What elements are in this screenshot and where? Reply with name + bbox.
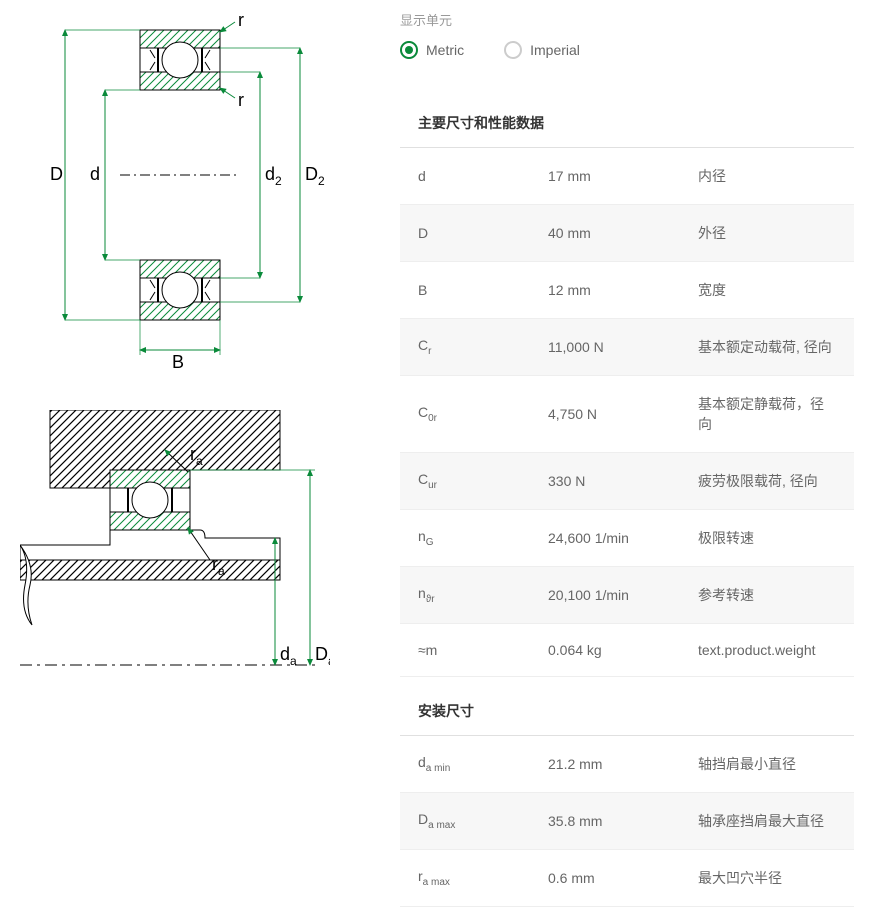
data-row: B12 mm宽度	[400, 262, 854, 319]
row-description: 宽度	[698, 280, 836, 300]
dim-d-label: d	[90, 164, 100, 184]
row-symbol: nϑr	[418, 585, 548, 605]
row-symbol: D	[418, 225, 548, 241]
data-row: nϑr20,100 1/min参考转速	[400, 567, 854, 624]
svg-text:D2: D2	[305, 164, 325, 188]
row-description: 极限转速	[698, 528, 836, 548]
dim-D-label: D	[50, 164, 63, 184]
section-title: 安装尺寸	[400, 687, 854, 736]
row-symbol: C0r	[418, 404, 548, 424]
row-description: 基本额定动载荷, 径向	[698, 337, 836, 357]
row-description: 内径	[698, 166, 836, 186]
row-value: 0.064 kg	[548, 642, 698, 658]
row-value: 17 mm	[548, 168, 698, 184]
row-description: 外径	[698, 223, 836, 243]
row-description: 最大凹穴半径	[698, 868, 836, 888]
row-value: 21.2 mm	[548, 756, 698, 772]
svg-text:da: da	[280, 644, 297, 668]
radio-metric[interactable]: Metric	[400, 41, 464, 59]
section-title: 主要尺寸和性能数据	[400, 99, 854, 148]
radio-metric-label: Metric	[426, 42, 464, 58]
row-description: 参考转速	[698, 585, 836, 605]
row-description: 轴挡肩最小直径	[698, 754, 836, 774]
radio-icon	[400, 41, 418, 59]
svg-text:B: B	[172, 352, 184, 370]
row-description: 疲劳极限载荷, 径向	[698, 471, 836, 491]
data-row: nG24,600 1/min极限转速	[400, 510, 854, 567]
row-value: 20,100 1/min	[548, 587, 698, 603]
row-symbol: Cr	[418, 337, 548, 357]
radio-imperial[interactable]: Imperial	[504, 41, 580, 59]
row-value: 330 N	[548, 473, 698, 489]
row-value: 12 mm	[548, 282, 698, 298]
row-value: 4,750 N	[548, 406, 698, 422]
row-description: 基本额定静载荷，径向	[698, 394, 836, 434]
radio-imperial-label: Imperial	[530, 42, 580, 58]
row-value: 0.6 mm	[548, 870, 698, 886]
data-row: ra max0.6 mm最大凹穴半径	[400, 850, 854, 907]
svg-text:Da: Da	[315, 644, 330, 668]
data-row: Da max35.8 mm轴承座挡肩最大直径	[400, 793, 854, 850]
bearing-cross-section-diagram: D d d2 D2 r r B	[20, 10, 350, 370]
unit-radio-group: Metric Imperial	[400, 41, 854, 59]
svg-text:r: r	[238, 90, 244, 110]
row-symbol: B	[418, 282, 548, 298]
data-row: Cr11,000 N基本额定动载荷, 径向	[400, 319, 854, 376]
row-value: 40 mm	[548, 225, 698, 241]
data-row: Cur330 N疲劳极限载荷, 径向	[400, 453, 854, 510]
row-symbol: ra max	[418, 868, 548, 888]
svg-text:d2: d2	[265, 164, 282, 188]
unit-section-label: 显示单元	[400, 10, 854, 29]
bearing-mounting-diagram: ra ra da Da	[20, 410, 350, 710]
row-symbol: Cur	[418, 471, 548, 491]
row-symbol: ≈m	[418, 642, 548, 658]
row-symbol: Da max	[418, 811, 548, 831]
svg-text:r: r	[238, 10, 244, 30]
data-row: D40 mm外径	[400, 205, 854, 262]
radio-icon	[504, 41, 522, 59]
row-value: 11,000 N	[548, 339, 698, 355]
row-symbol: d	[418, 168, 548, 184]
data-row: d17 mm内径	[400, 148, 854, 205]
row-description: text.product.weight	[698, 642, 836, 658]
row-value: 35.8 mm	[548, 813, 698, 829]
row-symbol: da min	[418, 754, 548, 774]
data-row: ≈m0.064 kgtext.product.weight	[400, 624, 854, 677]
data-row: da min21.2 mm轴挡肩最小直径	[400, 736, 854, 793]
row-symbol: nG	[418, 528, 548, 548]
data-row: C0r4,750 N基本额定静载荷，径向	[400, 376, 854, 453]
row-description: 轴承座挡肩最大直径	[698, 811, 836, 831]
row-value: 24,600 1/min	[548, 530, 698, 546]
